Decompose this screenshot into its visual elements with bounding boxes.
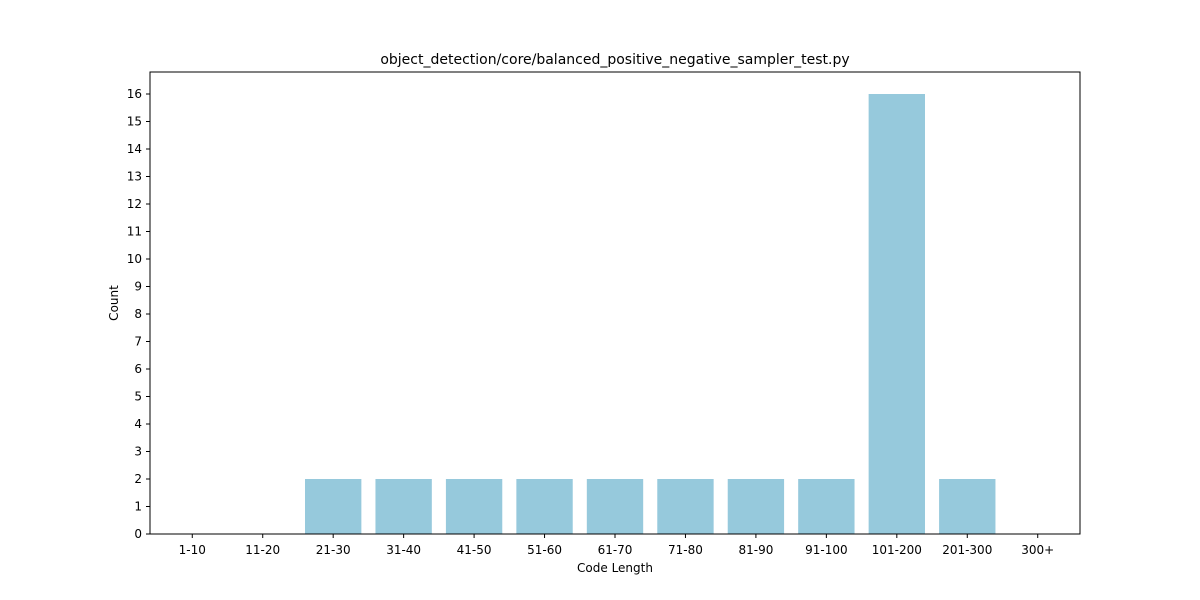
x-tick-label: 21-30 bbox=[316, 543, 351, 557]
y-tick-label: 7 bbox=[134, 335, 142, 349]
bar-71-80 bbox=[657, 479, 714, 534]
bar-91-100 bbox=[798, 479, 855, 534]
y-tick-label: 6 bbox=[134, 362, 142, 376]
y-axis-label: Count bbox=[107, 285, 121, 321]
y-tick-label: 4 bbox=[134, 417, 142, 431]
y-tick-label: 12 bbox=[127, 197, 142, 211]
y-tick-label: 14 bbox=[127, 142, 142, 156]
y-tick-label: 15 bbox=[127, 115, 142, 129]
bar-51-60 bbox=[516, 479, 573, 534]
x-tick-label: 61-70 bbox=[598, 543, 633, 557]
y-tick-label: 13 bbox=[127, 170, 142, 184]
y-tick-label: 5 bbox=[134, 390, 142, 404]
x-tick-label: 31-40 bbox=[386, 543, 421, 557]
y-tick-label: 16 bbox=[127, 87, 142, 101]
x-axis: 1-10 11-20 21-30 31-40 41-50 51-60 61-70 71-80 8… bbox=[179, 534, 1054, 557]
y-tick-label: 11 bbox=[127, 225, 142, 239]
bar-101-200 bbox=[868, 94, 925, 534]
y-tick-label: 8 bbox=[134, 307, 142, 321]
x-tick-label: 91-100 bbox=[805, 543, 848, 557]
bars-group bbox=[305, 94, 996, 534]
bar-81-90 bbox=[727, 479, 785, 534]
x-tick-label: 51-60 bbox=[527, 543, 562, 557]
x-axis-label: Code Length bbox=[577, 561, 653, 575]
bar-21-30 bbox=[305, 479, 362, 534]
y-tick-label: 10 bbox=[127, 252, 142, 266]
x-tick-label: 71-80 bbox=[668, 543, 703, 557]
y-tick-label: 2 bbox=[134, 472, 142, 486]
bar-201-300 bbox=[939, 479, 996, 534]
y-tick-label: 3 bbox=[134, 445, 142, 459]
y-tick-label: 9 bbox=[134, 280, 142, 294]
x-tick-label: 41-50 bbox=[457, 543, 492, 557]
chart-title: object_detection/core/balanced_positive_… bbox=[380, 52, 849, 68]
x-tick-label: 101-200 bbox=[872, 543, 922, 557]
y-tick-label: 0 bbox=[134, 527, 142, 541]
x-tick-label: 11-20 bbox=[245, 543, 280, 557]
bar-31-40 bbox=[375, 479, 432, 534]
bar-41-50 bbox=[445, 479, 503, 534]
x-tick-label: 81-90 bbox=[738, 543, 773, 557]
plot-frame bbox=[149, 71, 1081, 535]
x-tick-label: 300+ bbox=[1021, 543, 1054, 557]
x-tick-label: 201-300 bbox=[942, 543, 992, 557]
y-tick-label: 1 bbox=[134, 500, 142, 514]
x-tick-label: 1-10 bbox=[179, 543, 206, 557]
bar-61-70 bbox=[586, 479, 644, 534]
